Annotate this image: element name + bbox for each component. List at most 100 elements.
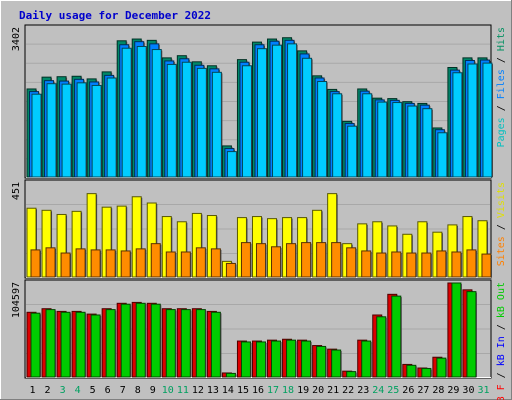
legend-entry: / [496, 99, 507, 117]
legend-entry: / [496, 366, 507, 384]
bar-pages-day-15 [241, 65, 252, 178]
x-tick-label: 25 [387, 385, 399, 396]
bar-pages-day-3 [61, 83, 72, 178]
x-tick-label: 8 [135, 385, 141, 396]
legend-entry: Pages [496, 117, 507, 147]
bar-sites-day-7 [120, 250, 131, 278]
bar-pages-day-8 [136, 45, 147, 178]
panel-max-label: 104597 [11, 282, 22, 318]
x-tick-label: 23 [357, 385, 369, 396]
legend-entry: Hits [496, 27, 507, 51]
bar-sites-day-20 [316, 242, 327, 278]
bar-kb-out-day-23 [361, 340, 372, 378]
bar-pages-day-28 [437, 132, 448, 178]
x-tick-label: 20 [312, 385, 324, 396]
bar-sites-day-5 [90, 249, 101, 278]
bar-sites-day-18 [286, 243, 297, 278]
x-tick-label: 24 [372, 385, 384, 396]
bar-sites-day-4 [75, 248, 86, 278]
bar-kb-out-day-6 [105, 309, 116, 378]
bar-sites-day-9 [150, 243, 161, 278]
legend-entry: kB F [496, 384, 507, 400]
bar-pages-day-2 [46, 83, 57, 178]
bar-sites-day-29 [451, 251, 462, 278]
bar-kb-out-day-20 [316, 345, 327, 378]
bar-pages-day-22 [347, 125, 358, 178]
panel-legend: Pages / Files / Hits [496, 27, 507, 147]
bar-kb-out-day-2 [45, 309, 56, 378]
x-tick-label: 26 [402, 385, 414, 396]
legend-entry: / [496, 318, 507, 336]
bar-sites-day-3 [60, 252, 71, 278]
bar-pages-day-1 [31, 93, 42, 178]
bar-pages-day-21 [332, 93, 343, 178]
x-tick-label: 11 [177, 385, 189, 396]
x-tick-label: 17 [267, 385, 279, 396]
bar-pages-day-23 [362, 93, 373, 178]
bar-kb-out-day-24 [376, 316, 387, 378]
bar-pages-day-17 [272, 44, 283, 178]
panel-kbytes: 104597 kB F / kB In / kB Out [11, 279, 507, 400]
bar-kb-out-day-15 [240, 341, 251, 378]
x-tick-label: 2 [45, 385, 51, 396]
bar-sites-day-28 [436, 250, 447, 278]
bar-kb-out-day-16 [255, 341, 266, 378]
bar-sites-day-1 [30, 249, 41, 278]
x-tick-label: 13 [207, 385, 219, 396]
bar-kb-out-day-11 [180, 309, 191, 378]
bar-pages-day-25 [392, 102, 403, 178]
bar-sites-day-13 [210, 248, 221, 278]
bar-pages-day-10 [166, 63, 177, 178]
bar-sites-day-6 [105, 249, 116, 278]
bar-sites-day-22 [346, 247, 357, 278]
bar-sites-day-27 [421, 252, 432, 278]
bar-pages-day-20 [317, 81, 328, 178]
bar-pages-day-6 [106, 77, 117, 178]
x-tick-label: 3 [60, 385, 66, 396]
bar-pages-day-12 [196, 67, 207, 178]
panel-max-label: 451 [11, 182, 22, 200]
legend-entry: / [496, 218, 507, 236]
bar-pages-day-24 [377, 101, 388, 178]
bar-kb-out-day-9 [150, 303, 161, 378]
bar-pages-day-16 [256, 48, 267, 178]
legend-entry: Visits [496, 182, 507, 218]
bar-kb-out-day-5 [90, 314, 101, 378]
bar-kb-out-day-14 [225, 372, 236, 378]
bar-sites-day-23 [361, 250, 372, 278]
bar-pages-day-7 [121, 47, 132, 178]
x-tick-label: 28 [432, 385, 444, 396]
x-tick-label: 19 [297, 385, 309, 396]
bar-kb-out-day-4 [75, 311, 86, 378]
bar-kb-out-day-1 [30, 312, 41, 378]
bar-pages-day-26 [407, 105, 418, 178]
bar-kb-out-day-19 [301, 340, 312, 378]
x-tick-label: 7 [120, 385, 126, 396]
bar-sites-day-25 [391, 251, 402, 278]
x-tick-label: 4 [75, 385, 81, 396]
bar-sites-day-31 [481, 253, 492, 278]
bar-sites-day-10 [165, 251, 176, 278]
bar-pages-day-4 [76, 82, 87, 178]
legend-entry: kB Out [496, 282, 507, 318]
x-tick-label: 1 [30, 385, 36, 396]
bar-kb-out-day-8 [135, 302, 146, 378]
legend-entry: kB In [496, 336, 507, 366]
bar-kb-out-day-26 [406, 364, 417, 378]
x-tick-label: 29 [447, 385, 459, 396]
x-axis-labels: 1 2 3 4 5 6 7 8 9 10 11 12 13 14 15 16 17 18 19 20 21 22 23 24 2… [30, 385, 490, 396]
bar-kb-out-day-28 [436, 357, 447, 378]
x-tick-label: 16 [252, 385, 264, 396]
bar-sites-day-11 [180, 251, 191, 278]
bar-kb-out-day-13 [210, 311, 221, 378]
bar-pages-day-11 [181, 61, 192, 178]
bar-kb-out-day-22 [346, 371, 357, 378]
x-tick-label: 18 [282, 385, 294, 396]
x-tick-label: 21 [327, 385, 339, 396]
bar-pages-day-29 [452, 72, 463, 178]
legend-entry: Sites [496, 236, 507, 266]
panel-visits-sites: 451 Sites / Visits [11, 179, 507, 279]
x-tick-label: 12 [192, 385, 204, 396]
bar-sites-day-17 [271, 246, 282, 278]
